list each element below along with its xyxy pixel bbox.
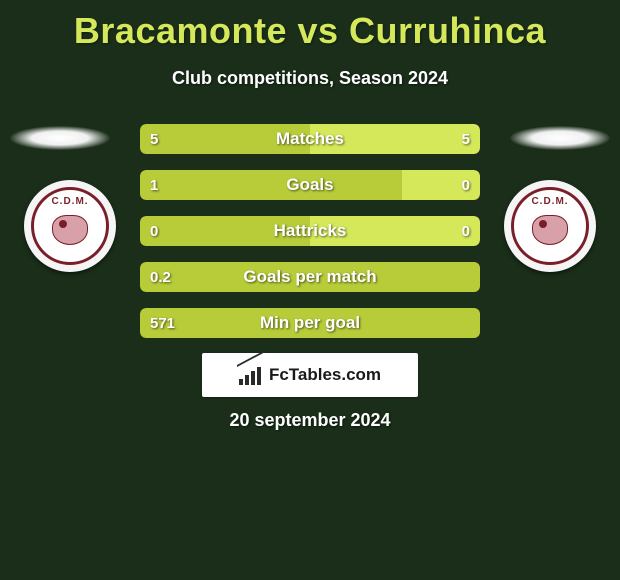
brand-logo-text: FcTables.com: [269, 365, 381, 385]
stat-value-left: 5: [150, 124, 158, 154]
chart-icon: [239, 365, 263, 385]
glow-left: [10, 126, 110, 150]
footer-date: 20 september 2024: [0, 410, 620, 431]
stat-value-right: 0: [462, 170, 470, 200]
team-badge-right: C.D.M.: [504, 180, 596, 272]
stat-bar-right: [310, 216, 480, 246]
stat-row: 00Hattricks: [140, 216, 480, 246]
stat-row: 10Goals: [140, 170, 480, 200]
stat-bar-right: [310, 124, 480, 154]
stat-value-left: 1: [150, 170, 158, 200]
page-subtitle: Club competitions, Season 2024: [0, 68, 620, 89]
stat-value-left: 571: [150, 308, 175, 338]
badge-emblem-icon: [52, 215, 88, 245]
team-badge-left: C.D.M.: [24, 180, 116, 272]
page-title: Bracamonte vs Curruhinca: [0, 0, 620, 52]
stat-value-left: 0.2: [150, 262, 171, 292]
stats-chart: 55Matches10Goals00Hattricks0.2Goals per …: [140, 124, 480, 354]
stat-row: 55Matches: [140, 124, 480, 154]
stat-row: 571Min per goal: [140, 308, 480, 338]
badge-initials-left: C.D.M.: [51, 196, 88, 207]
stat-value-right: 0: [462, 216, 470, 246]
stat-row: 0.2Goals per match: [140, 262, 480, 292]
badge-emblem-icon: [532, 215, 568, 245]
stat-bar-left: [140, 216, 310, 246]
stat-bar-left: [140, 124, 310, 154]
stat-value-right: 5: [462, 124, 470, 154]
stat-value-left: 0: [150, 216, 158, 246]
brand-logo: FcTables.com: [202, 353, 418, 397]
badge-initials-right: C.D.M.: [531, 196, 568, 207]
stat-bar-left: [140, 262, 480, 292]
glow-right: [510, 126, 610, 150]
stat-bar-left: [140, 170, 402, 200]
stat-bar-left: [140, 308, 480, 338]
